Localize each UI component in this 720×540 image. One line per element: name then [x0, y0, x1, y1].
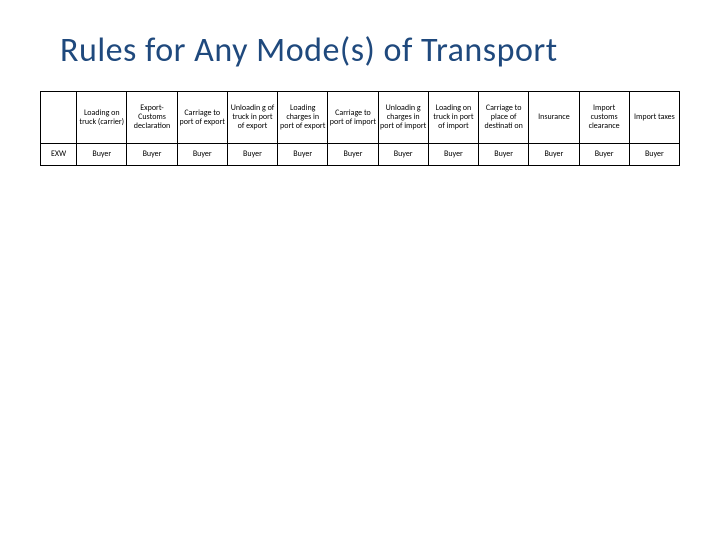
col-header-loading-truck-import: Loading on truck in port of import [428, 92, 478, 144]
cell: Buyer [177, 144, 227, 166]
col-header-export-customs: Export-Customs declaration [127, 92, 177, 144]
col-header-loading-charges-export: Loading charges in port of export [278, 92, 328, 144]
table-row: EXW Buyer Buyer Buyer Buyer Buyer Buyer … [41, 144, 680, 166]
incoterms-table-wrap: Loading on truck (carrier) Export-Custom… [40, 91, 680, 166]
col-header-unloading-charges-import: Unloadin g charges in port of import [378, 92, 428, 144]
cell: Buyer [579, 144, 629, 166]
cell: Buyer [378, 144, 428, 166]
cell: Buyer [479, 144, 529, 166]
cell: Buyer [227, 144, 277, 166]
cell: Buyer [77, 144, 127, 166]
cell: Buyer [629, 144, 679, 166]
col-header-carriage-import: Carriage to port of import [328, 92, 378, 144]
col-header-unloading-export: Unloadin g of truck in port of export [227, 92, 277, 144]
cell: Buyer [328, 144, 378, 166]
page-title: Rules for Any Mode(s) of Transport [60, 30, 680, 71]
col-header-carriage-destination: Carriage to place of destinati on [479, 92, 529, 144]
cell: Buyer [127, 144, 177, 166]
cell: Buyer [278, 144, 328, 166]
row-label-exw: EXW [41, 144, 77, 166]
col-header-blank [41, 92, 77, 144]
cell: Buyer [529, 144, 579, 166]
col-header-import-customs: Import customs clearance [579, 92, 629, 144]
col-header-import-taxes: Import taxes [629, 92, 679, 144]
cell: Buyer [428, 144, 478, 166]
col-header-carriage-export: Carriage to port of export [177, 92, 227, 144]
col-header-insurance: Insurance [529, 92, 579, 144]
incoterms-table: Loading on truck (carrier) Export-Custom… [40, 91, 680, 166]
col-header-loading-truck-carrier: Loading on truck (carrier) [77, 92, 127, 144]
table-header-row: Loading on truck (carrier) Export-Custom… [41, 92, 680, 144]
